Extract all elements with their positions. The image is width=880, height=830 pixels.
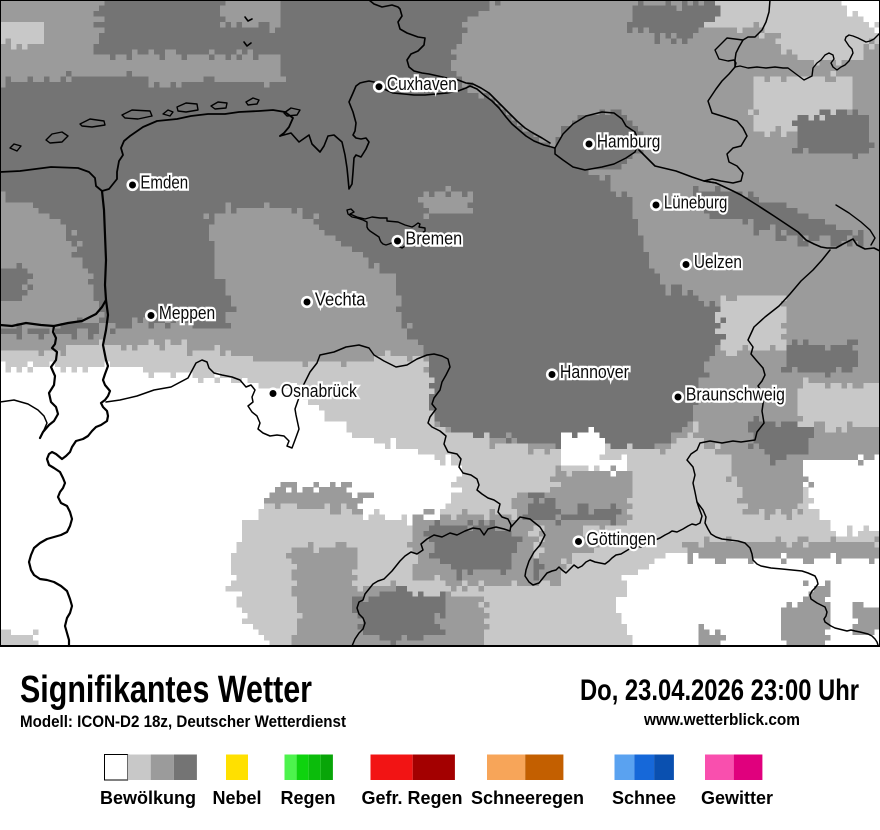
svg-text:Vechta: Vechta — [315, 290, 367, 310]
svg-text:Do, 23.04.2026 23:00 Uhr: Do, 23.04.2026 23:00 Uhr — [580, 674, 859, 707]
svg-text:Hamburg: Hamburg — [597, 132, 660, 152]
svg-text:Gefr. Regen: Gefr. Regen — [361, 788, 462, 808]
svg-text:Uelzen: Uelzen — [694, 252, 742, 272]
svg-text:Nebel: Nebel — [212, 788, 261, 808]
svg-text:www.wetterblick.com: www.wetterblick.com — [643, 710, 800, 729]
svg-text:Braunschweig: Braunschweig — [686, 385, 785, 405]
svg-text:Bremen: Bremen — [405, 229, 462, 249]
svg-text:Hannover: Hannover — [560, 362, 629, 382]
svg-text:Osnabrück: Osnabrück — [281, 381, 358, 401]
svg-text:Lüneburg: Lüneburg — [664, 193, 727, 213]
svg-text:Signifikantes Wetter: Signifikantes Wetter — [20, 669, 312, 711]
svg-text:Schneeregen: Schneeregen — [471, 788, 584, 808]
svg-text:Schnee: Schnee — [612, 788, 676, 808]
svg-text:Göttingen: Göttingen — [586, 529, 655, 549]
svg-text:Cuxhaven: Cuxhaven — [387, 74, 457, 94]
svg-text:Modell: ICON-D2 18z, Deutscher: Modell: ICON-D2 18z, Deutscher Wetterdie… — [20, 712, 346, 731]
svg-text:Bewölkung: Bewölkung — [100, 788, 196, 808]
svg-text:Meppen: Meppen — [159, 303, 215, 323]
svg-text:Emden: Emden — [140, 173, 188, 193]
svg-text:Regen: Regen — [280, 788, 335, 808]
svg-text:Gewitter: Gewitter — [701, 788, 773, 808]
